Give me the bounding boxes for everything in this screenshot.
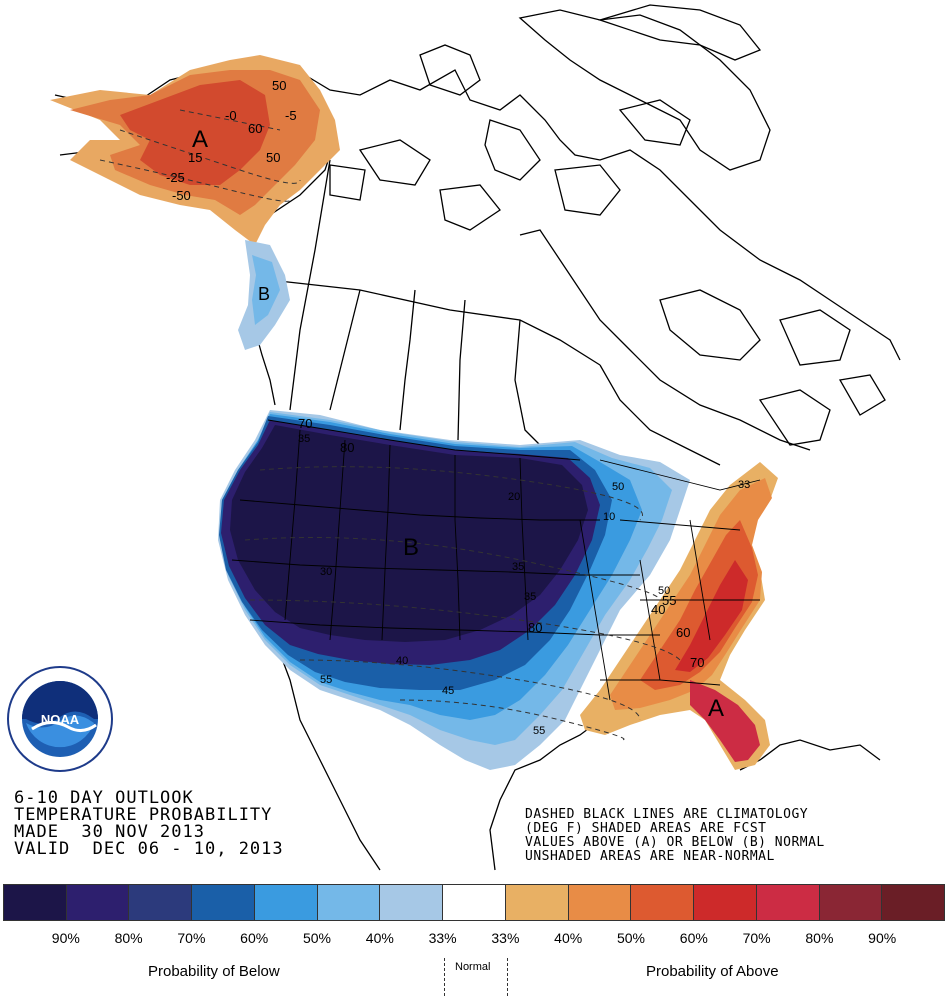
note-line: VALUES ABOVE (A) OR BELOW (B) NORMAL	[525, 835, 825, 850]
contour-label: -25	[166, 170, 185, 185]
legend-swatch	[129, 885, 193, 920]
outlook-header: 6-10 DAY OUTLOOK TEMPERATURE PROBABILITY M…	[14, 790, 284, 858]
contour-label: 60	[676, 625, 690, 640]
noaa-logo: NOAA	[7, 666, 113, 772]
legend-swatch	[4, 885, 67, 920]
legend-swatch	[380, 885, 444, 920]
conus-below-area	[218, 410, 690, 770]
probability-legend-bar	[3, 884, 945, 921]
below-bc-label: B	[258, 284, 270, 304]
legend-tick-label: 80%	[114, 930, 143, 946]
legend-tick-label: 33%	[491, 930, 520, 946]
legend-tick-label: 40%	[554, 930, 583, 946]
contour-label: 35	[512, 561, 524, 573]
above-alaska-label: A	[192, 126, 208, 153]
header-line-subtitle: TEMPERATURE PROBABILITY	[14, 805, 273, 825]
climatology-lines	[99, 109, 681, 741]
note-line: (DEG F) SHADED AREAS ARE FCST	[525, 821, 767, 836]
contour-label: 45	[442, 685, 454, 697]
above-southeast-label: A	[708, 695, 724, 722]
legend-tick-label: 40%	[365, 930, 394, 946]
legend-swatch	[505, 885, 569, 920]
contour-label: 55	[320, 674, 332, 686]
contour-label: 35	[298, 433, 310, 445]
contour-label: 15	[188, 150, 202, 165]
legend-tick-label: 50%	[302, 930, 332, 946]
contour-label: 20	[508, 491, 520, 503]
contour-label: 10	[603, 511, 615, 523]
southeast-above-area	[580, 462, 778, 770]
legend-swatch	[694, 885, 757, 920]
north-america-map: B A A B 50 -5 60 50 -0 -25 -50 15 70 35 …	[50, 4, 901, 871]
header-line-valid: VALID DEC 06 - 10, 2013	[14, 839, 284, 859]
below-caption: Probability of Below	[148, 963, 280, 980]
legend-tick-label: 90%	[51, 930, 80, 946]
contour-label: 35	[524, 591, 536, 603]
legend-swatch	[631, 885, 695, 920]
contour-label: 80	[528, 620, 542, 635]
normal-divider-left	[444, 958, 445, 996]
contour-label: 50	[272, 78, 286, 93]
legend-swatch	[317, 885, 381, 920]
legend-tick-label: 90%	[868, 930, 897, 946]
below-center-label: B	[403, 534, 419, 561]
legend-tick-label: 33%	[428, 930, 457, 946]
state-boundaries	[231, 419, 761, 701]
contour-label: 40	[651, 602, 665, 617]
header-line-title: 6-10 DAY OUTLOOK	[14, 788, 194, 808]
contour-label: 50	[658, 585, 670, 597]
map-notes: DASHED BLACK LINES ARE CLIMATOLOGY (DEG F…	[525, 808, 825, 864]
contour-label: -50	[172, 188, 191, 203]
legend-tick-label: 50%	[616, 930, 646, 946]
contour-label: 40	[396, 655, 408, 667]
alaska-above-area	[50, 55, 340, 245]
contour-label: 30	[320, 566, 332, 578]
legend-swatch	[192, 885, 255, 920]
contour-label: -0	[225, 108, 237, 123]
legend-swatch	[66, 885, 130, 920]
legend-tick-label: 70%	[742, 930, 771, 946]
legend-swatch	[819, 885, 883, 920]
contour-label: 60	[248, 121, 262, 136]
contour-label: 50	[266, 150, 280, 165]
legend-swatch	[756, 885, 820, 920]
alaska-contour-labels: 50 -5 60 50 -0 -25 -50 15	[166, 78, 297, 203]
legend-tick-label: 60%	[679, 930, 708, 946]
contour-label: 50	[612, 481, 624, 493]
contour-label: 55	[662, 593, 676, 608]
legend-tick-label: 80%	[805, 930, 834, 946]
conus-contour-labels: 70 35 80 20 30 35 35 80 40 55 45 55 50 4…	[298, 416, 750, 737]
note-line: DASHED BLACK LINES ARE CLIMATOLOGY	[525, 807, 809, 822]
note-line: UNSHADED AREAS ARE NEAR-NORMAL	[525, 849, 775, 864]
legend-swatch	[568, 885, 632, 920]
legend-tick-label: 70%	[177, 930, 206, 946]
noaa-logo-text: NOAA	[41, 712, 80, 727]
legend-swatch	[254, 885, 318, 920]
normal-divider-right	[507, 958, 508, 996]
map-text: B A A B 50 -5 60 50 -0 -25 -50 15 70 35 …	[166, 78, 750, 737]
above-caption: Probability of Above	[646, 963, 779, 980]
contour-label: 70	[690, 655, 704, 670]
normal-caption: Normal	[455, 961, 491, 973]
header-line-made: MADE 30 NOV 2013	[14, 822, 205, 842]
contour-label: -5	[285, 108, 297, 123]
legend-tick-label: 60%	[240, 930, 269, 946]
bc-below-area	[238, 240, 290, 350]
contour-label: 55	[533, 725, 545, 737]
contour-label: 80	[340, 440, 354, 455]
contour-label: 70	[298, 416, 312, 431]
contour-label: 33	[738, 479, 750, 491]
legend-swatch	[882, 885, 945, 920]
legend-swatch	[443, 885, 506, 920]
